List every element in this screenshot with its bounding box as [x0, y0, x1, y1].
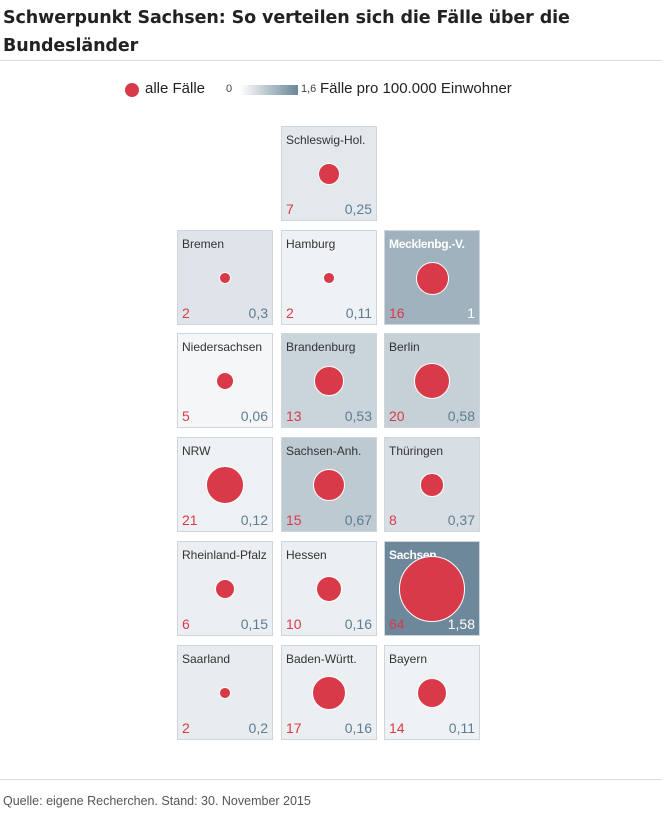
tile-name: Saarland [182, 652, 231, 666]
tile-thüringen: Thüringen 8 0,37 [384, 437, 480, 532]
tile-schleswig-hol: Schleswig-Hol. 7 0,25 [281, 126, 377, 221]
tile-sachsen: Sachsen 64 1,58 [384, 541, 480, 636]
tile-hessen: Hessen 10 0,16 [281, 541, 377, 636]
tile-case-count: 21 [182, 512, 198, 528]
tile-saarland: Saarland 2 0,2 [177, 645, 273, 740]
case-bubble [206, 466, 244, 504]
legend-scale-max: 1,6 [301, 83, 317, 95]
tile-case-count: 5 [182, 408, 190, 424]
tile-rate: 1 [467, 305, 475, 321]
tile-rate: 0,3 [248, 305, 268, 321]
tile-rate: 0,58 [447, 408, 475, 424]
case-bubble [215, 371, 235, 391]
legend: alle Fälle 0 1,6 Fälle pro 100.000 Einwo… [0, 79, 666, 101]
tile-case-count: 6 [182, 616, 190, 632]
tile-case-count: 15 [286, 512, 302, 528]
tile-bayern: Bayern 14 0,11 [384, 645, 480, 740]
case-bubble [219, 272, 231, 284]
tile-rate: 0,2 [248, 720, 268, 736]
tile-niedersachsen: Niedersachsen 5 0,06 [177, 333, 273, 428]
tile-name: Hamburg [286, 237, 336, 251]
tile-rate: 0,16 [344, 720, 372, 736]
tile-name: Niedersachsen [182, 340, 263, 354]
tile-case-count: 2 [182, 305, 190, 321]
tile-rate: 0,11 [448, 720, 475, 736]
tile-name: Schleswig-Hol. [286, 133, 366, 147]
case-bubble [315, 575, 343, 603]
case-bubble [318, 163, 340, 185]
tile-case-count: 16 [389, 305, 405, 321]
tile-rate: 0,06 [240, 408, 268, 424]
tile-rate: 0,67 [344, 512, 372, 528]
tile-rate: 0,25 [344, 201, 372, 217]
tile-baden-württ: Baden-Württ. 17 0,16 [281, 645, 377, 740]
tile-nrw: NRW 21 0,12 [177, 437, 273, 532]
case-bubble [415, 261, 449, 295]
tile-name: Mecklenbg.-V. [389, 237, 465, 251]
legend-scale-min: 0 [226, 83, 233, 95]
case-bubble [420, 473, 444, 497]
tile-name: Hessen [286, 548, 327, 562]
case-bubble [314, 366, 344, 396]
tile-name: Sachsen-Anh. [286, 444, 362, 458]
tile-bremen: Bremen 2 0,3 [177, 230, 273, 325]
case-bubble [413, 362, 451, 400]
tile-case-count: 2 [182, 720, 190, 736]
tile-name: Rheinland-Pfalz [182, 548, 267, 562]
legend-bubble-label: alle Fälle [145, 80, 206, 97]
tile-case-count: 7 [286, 201, 294, 217]
tile-name: Baden-Württ. [286, 652, 357, 666]
title-divider [0, 60, 662, 61]
case-bubble [219, 687, 231, 699]
tile-brandenburg: Brandenburg 13 0,53 [281, 333, 377, 428]
tile-name: Brandenburg [286, 340, 356, 354]
tile-rate: 0,16 [344, 616, 372, 632]
tile-rate: 0,12 [240, 512, 268, 528]
tile-rheinland-pfalz: Rheinland-Pfalz 6 0,15 [177, 541, 273, 636]
chart-title: Schwerpunkt Sachsen: So verteilen sich d… [3, 8, 570, 56]
tile-rate: 0,11 [345, 305, 372, 321]
tile-name: Bayern [389, 652, 428, 666]
legend-scale-label: Fälle pro 100.000 Einwohner [320, 80, 512, 97]
case-bubble [323, 272, 335, 284]
tile-name: Bremen [182, 237, 225, 251]
legend-color-scale [240, 85, 298, 95]
case-bubble [313, 469, 345, 501]
tile-case-count: 13 [286, 408, 302, 424]
legend-bubble-swatch [125, 83, 139, 97]
tile-case-count: 2 [286, 305, 294, 321]
case-bubble [311, 675, 346, 710]
tile-case-count: 8 [389, 512, 397, 528]
case-bubble [416, 677, 448, 709]
tile-mecklenbg-v: Mecklenbg.-V. 16 1 [384, 230, 480, 325]
tile-rate: 0,37 [447, 512, 475, 528]
tile-name: NRW [182, 444, 211, 458]
tile-rate: 0,15 [240, 616, 268, 632]
tile-case-count: 64 [389, 616, 405, 632]
tile-hamburg: Hamburg 2 0,11 [281, 230, 377, 325]
tile-case-count: 20 [389, 408, 405, 424]
case-bubble [399, 556, 465, 622]
tile-case-count: 17 [286, 720, 302, 736]
source-note: Quelle: eigene Recherchen. Stand: 30. No… [3, 794, 311, 808]
footer-divider [0, 779, 662, 780]
tile-name: Thüringen [389, 444, 444, 458]
tile-rate: 1,58 [447, 616, 475, 632]
tile-case-count: 10 [286, 616, 302, 632]
tile-case-count: 14 [389, 720, 405, 736]
tile-name: Berlin [389, 340, 420, 354]
case-bubble [214, 578, 236, 600]
tile-sachsen-anh: Sachsen-Anh. 15 0,67 [281, 437, 377, 532]
tile-berlin: Berlin 20 0,58 [384, 333, 480, 428]
tile-rate: 0,53 [344, 408, 372, 424]
